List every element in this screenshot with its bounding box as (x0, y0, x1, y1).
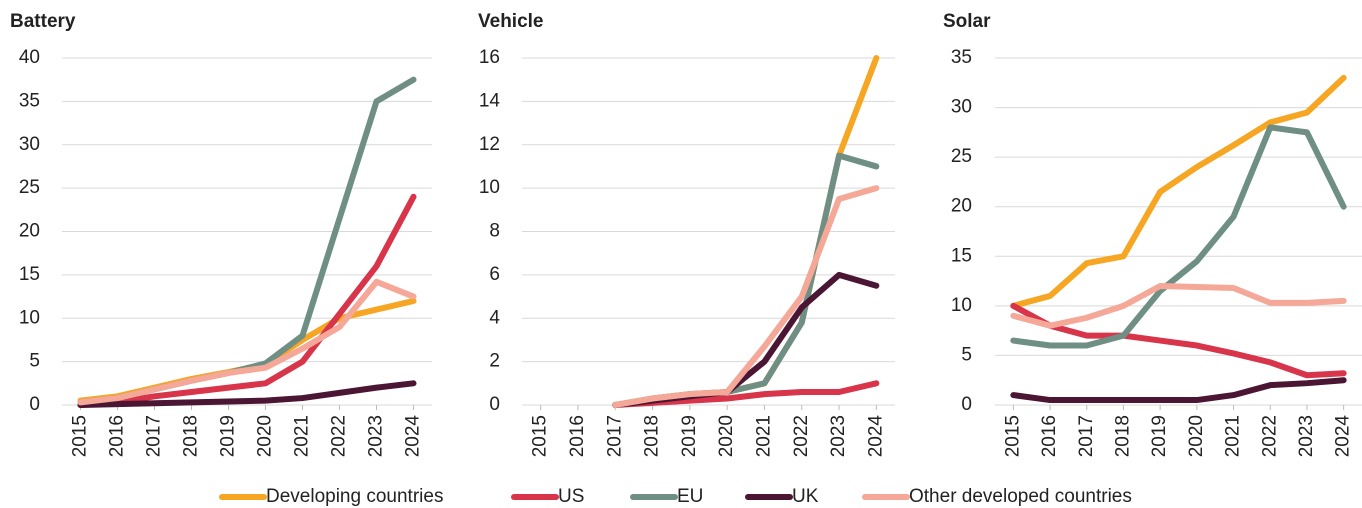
y-tick-label: 15 (19, 264, 40, 285)
y-tick-label: 4 (489, 307, 500, 328)
x-tick-label: 2021 (753, 415, 774, 457)
x-tick-label: 2024 (403, 415, 424, 458)
y-tick-label: 6 (489, 264, 500, 285)
x-tick-label: 2021 (292, 415, 313, 457)
x-tick-label: 2016 (567, 415, 588, 457)
x-tick-label: 2022 (329, 415, 350, 457)
x-tick-label: 2015 (70, 415, 91, 457)
y-tick-label: 0 (489, 394, 500, 415)
x-tick-label: 2020 (716, 415, 737, 457)
x-tick-label: 2023 (1296, 415, 1317, 457)
y-tick-label: 10 (479, 177, 500, 198)
x-tick-label: 2024 (865, 415, 886, 458)
y-tick-label: 8 (489, 221, 500, 242)
series-line (1010, 302, 1347, 379)
x-tick-label: 2022 (1259, 415, 1280, 457)
y-tick-label: 40 (19, 47, 40, 68)
series-line (77, 278, 417, 406)
y-tick-label: 0 (961, 394, 972, 415)
series-line (1010, 124, 1347, 349)
x-tick-label: 2020 (255, 415, 276, 457)
x-tick-label: 2020 (1186, 415, 1207, 457)
y-tick-label: 10 (951, 295, 972, 316)
x-tick-label: 2021 (1223, 415, 1244, 457)
y-tick-label: 20 (951, 196, 972, 217)
x-tick-label: 2018 (181, 415, 202, 457)
y-tick-label: 12 (479, 134, 500, 155)
y-tick-label: 0 (29, 394, 40, 415)
x-tick-label: 2016 (107, 415, 128, 457)
x-tick-label: 2017 (1076, 415, 1097, 457)
x-tick-label: 2024 (1333, 415, 1354, 458)
y-tick-label: 15 (951, 245, 972, 266)
series-line (77, 193, 417, 408)
y-tick-label: 20 (19, 221, 40, 242)
legend-label: Developing countries (266, 486, 443, 507)
legend-label: Other developed countries (909, 486, 1132, 507)
series-line (77, 76, 417, 406)
x-tick-label: 2019 (679, 415, 700, 457)
x-tick-label: 2023 (366, 415, 387, 457)
y-tick-label: 2 (489, 351, 500, 372)
series-line (1010, 377, 1347, 404)
y-tick-label: 16 (479, 47, 500, 68)
x-tick-label: 2016 (1039, 415, 1060, 457)
y-tick-label: 25 (951, 146, 972, 167)
y-tick-label: 14 (479, 90, 501, 111)
series-line (612, 185, 880, 408)
y-tick-label: 25 (19, 177, 40, 198)
x-tick-label: 2022 (791, 415, 812, 457)
legend-label: EU (677, 486, 703, 507)
x-tick-label: 2019 (218, 415, 239, 457)
y-tick-label: 10 (19, 307, 40, 328)
y-tick-label: 5 (29, 351, 40, 372)
x-tick-label: 2018 (642, 415, 663, 457)
x-tick-label: 2018 (1112, 415, 1133, 457)
y-tick-label: 30 (19, 134, 40, 155)
series-line (1010, 283, 1347, 329)
series-line (1010, 74, 1347, 309)
series-line (77, 380, 417, 408)
y-tick-label: 35 (951, 47, 972, 68)
panel-title: Solar (943, 11, 991, 32)
x-tick-label: 2015 (1002, 415, 1023, 457)
x-tick-label: 2017 (604, 415, 625, 457)
y-tick-label: 30 (951, 97, 972, 118)
x-tick-label: 2023 (828, 415, 849, 457)
x-tick-label: 2017 (144, 415, 165, 457)
legend-label: UK (792, 486, 819, 507)
y-tick-label: 35 (19, 90, 40, 111)
legend-label: US (558, 486, 584, 507)
panel-title: Battery (10, 11, 76, 32)
x-tick-label: 2019 (1149, 415, 1170, 457)
y-tick-label: 5 (961, 344, 972, 365)
x-tick-label: 2015 (530, 415, 551, 457)
panel-title: Vehicle (478, 11, 544, 32)
